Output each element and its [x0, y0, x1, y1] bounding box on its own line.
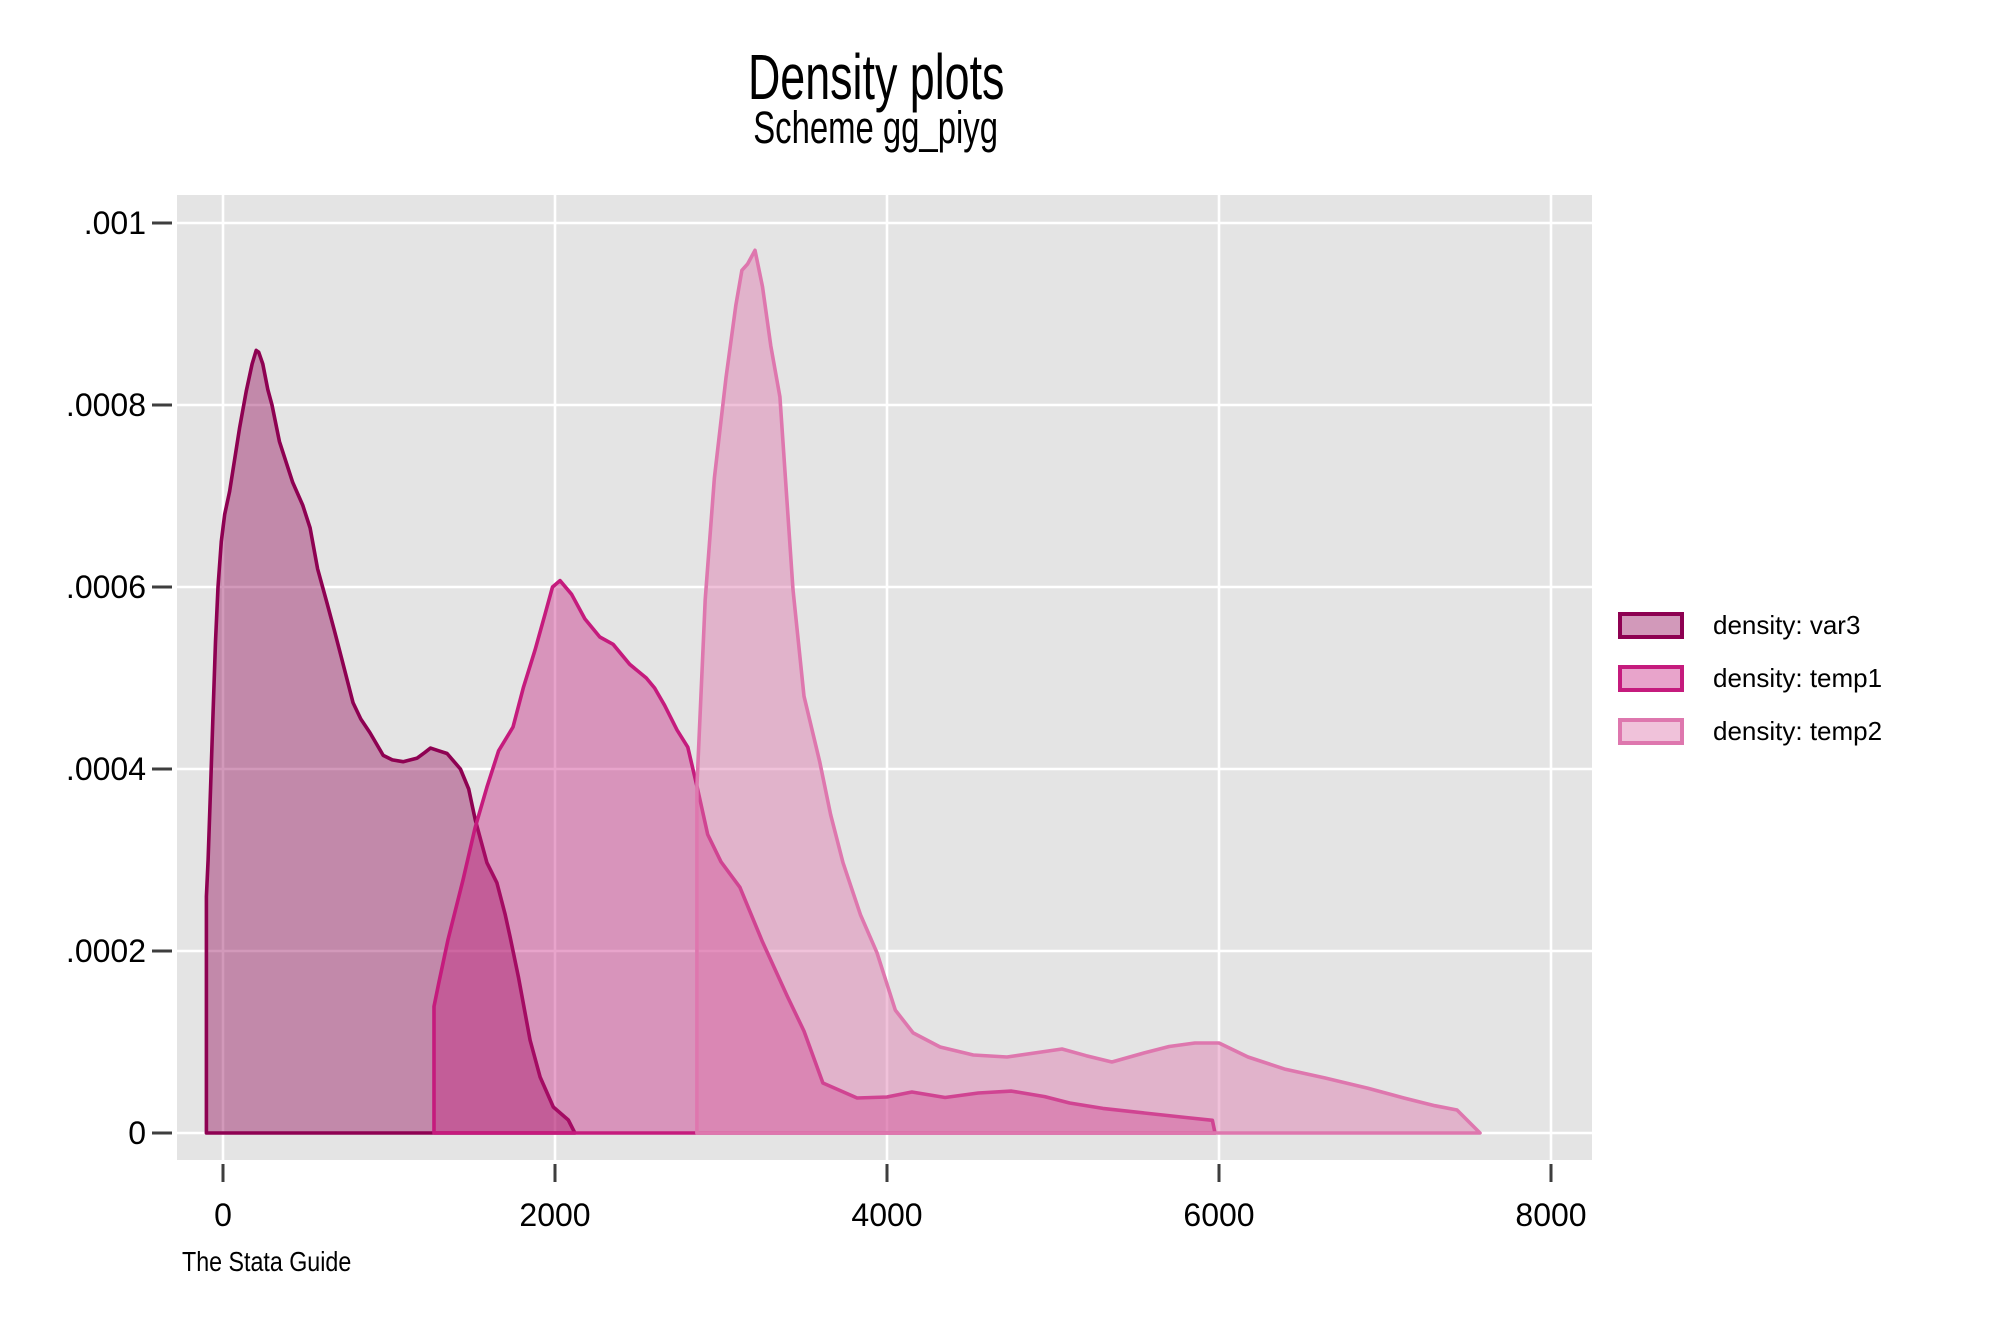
chart-title: Density plots — [0, 41, 1752, 113]
y-tick-label: .0002 — [65, 933, 146, 969]
legend-swatch-temp2 — [1618, 718, 1684, 745]
caption: The Stata Guide — [182, 1246, 386, 1278]
legend-item-var3: density: var3 — [1618, 610, 1882, 640]
x-tick-label: 6000 — [1183, 1197, 1255, 1233]
axis-tick-marks — [152, 221, 1553, 1182]
caption-text: The Stata Guide — [182, 1246, 352, 1277]
plot-region-background — [177, 195, 1592, 1160]
density-area-var3 — [204, 348, 577, 1135]
legend-label-var3: density: var3 — [1713, 610, 1861, 640]
legend-label-temp2: density: temp2 — [1713, 716, 1883, 746]
legend-label-temp1: density: temp1 — [1713, 663, 1883, 693]
y-tick-label: .001 — [83, 205, 146, 241]
y-tick-label: .0004 — [65, 751, 146, 787]
legend-item-temp1: density: temp1 — [1618, 663, 1883, 693]
chart-subtitle: Scheme gg_piyg — [0, 102, 1752, 153]
x-tick-label: 4000 — [851, 1197, 923, 1233]
legend-item-temp2: density: temp2 — [1618, 716, 1883, 746]
legend: density: var3 density: temp1 density: te… — [1618, 610, 1883, 771]
x-tick-label: 8000 — [1515, 1197, 1587, 1233]
legend-swatch-temp1 — [1618, 665, 1684, 692]
x-tick-label: 0 — [214, 1197, 232, 1233]
chart-title-text: Density plots — [747, 41, 1005, 113]
density-areas — [204, 248, 1482, 1135]
density-area-temp2 — [695, 248, 1482, 1135]
y-tick-label: .0006 — [65, 569, 146, 605]
y-tick-label: .0008 — [65, 387, 146, 423]
legend-swatch-var3 — [1618, 612, 1684, 639]
density-area-temp1 — [432, 578, 1217, 1135]
chart-subtitle-text: Scheme gg_piyg — [753, 102, 999, 153]
gridlines — [177, 195, 1592, 1160]
x-tick-label: 2000 — [519, 1197, 591, 1233]
y-tick-label: 0 — [128, 1115, 146, 1151]
